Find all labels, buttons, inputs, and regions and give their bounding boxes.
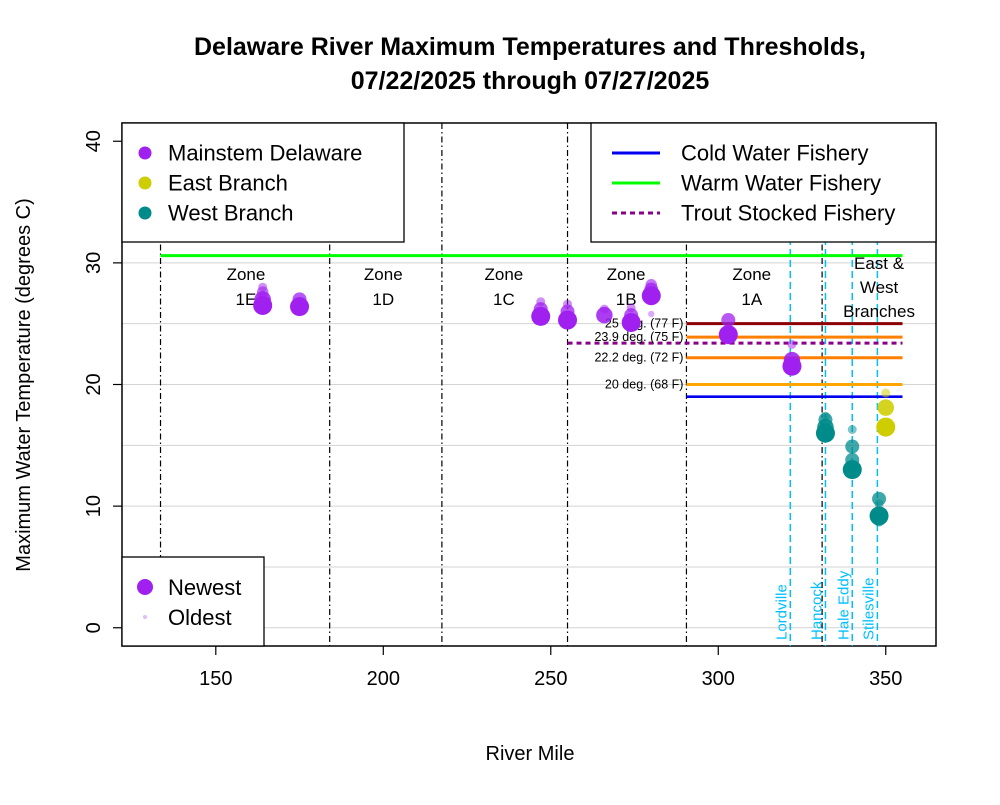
zone-label-line: Zone — [732, 265, 771, 284]
zone-label: East & West Branches — [843, 254, 915, 321]
zone-label-line: Zone — [364, 265, 403, 284]
data-point — [290, 297, 310, 317]
y-tick-label: 30 — [83, 252, 105, 274]
legend-age: Newest Oldest — [121, 556, 265, 647]
data-point — [815, 423, 835, 443]
legend-series: Mainstem Delaware East Branch West Branch — [121, 122, 405, 243]
town-label: Hale Eddy — [835, 570, 852, 640]
zone-label-line: Zone — [227, 265, 266, 284]
data-point — [558, 310, 578, 330]
legend-label: Cold Water Fishery — [681, 141, 868, 166]
data-point — [531, 306, 551, 326]
plot-layer: 150 200 250 300 350 0 10 20 30 40 Lordville Hancock… — [83, 122, 937, 690]
town-label: Stilesville — [860, 577, 877, 640]
zone-label-line: 1A — [741, 290, 762, 309]
y-tick-label: 40 — [83, 130, 105, 152]
data-point — [621, 312, 641, 332]
data-point — [721, 313, 736, 328]
x-axis-label: River Mile — [486, 743, 575, 765]
legend-label: Oldest — [168, 605, 232, 630]
legend-marker — [137, 579, 153, 595]
zone-label: Zone 1D — [364, 265, 403, 309]
data-point — [845, 439, 860, 454]
data-point — [787, 339, 797, 349]
data-point — [847, 425, 857, 435]
y-axis-label: Maximum Water Temperature (degrees C) — [13, 198, 35, 571]
data-point — [718, 325, 738, 345]
data-point — [641, 286, 661, 306]
data-point — [881, 388, 891, 398]
legend-box — [121, 122, 405, 243]
legend-fishery: Cold Water Fishery Warm Water Fishery Trou… — [590, 122, 937, 243]
legend-label: East Branch — [168, 171, 288, 196]
data-point — [596, 306, 613, 324]
x-tick-label: 200 — [367, 668, 400, 690]
y-tick-label: 10 — [83, 495, 105, 517]
town-label: Hancock — [808, 581, 825, 640]
zone-label-line: 1C — [493, 290, 515, 309]
zone-label-line: East & — [854, 254, 905, 273]
x-tick-label: 150 — [199, 668, 232, 690]
data-point — [842, 460, 862, 480]
x-tick-label: 300 — [702, 668, 735, 690]
data-point — [253, 295, 273, 315]
x-tick-label: 250 — [534, 668, 567, 690]
legend-marker — [138, 146, 152, 160]
data-point — [872, 491, 887, 506]
data-point — [877, 399, 895, 416]
data-point — [648, 310, 655, 318]
zone-label: Zone 1C — [485, 265, 524, 309]
chart-subtitle: 07/22/2025 through 07/27/2025 — [351, 67, 710, 95]
x-tick-label: 350 — [869, 668, 902, 690]
legend-label: West Branch — [168, 201, 294, 226]
legend-marker — [143, 615, 147, 619]
legend-label: Trout Stocked Fishery — [681, 201, 895, 226]
data-point — [869, 506, 889, 526]
chart-title: Delaware River Maximum Temperatures and … — [194, 33, 866, 61]
zone-label-line: Zone — [607, 265, 646, 284]
legend-label: Mainstem Delaware — [168, 141, 362, 166]
zone-label-line: 1E — [236, 290, 257, 309]
legend-label: Warm Water Fishery — [681, 171, 881, 196]
temp-threshold-label: 23.9 deg. (75 F) — [594, 330, 683, 344]
town-label: Lordville — [773, 584, 790, 640]
zone-label-line: 1D — [372, 290, 394, 309]
data-point — [782, 356, 802, 376]
zone-label: Zone 1A — [732, 265, 771, 309]
legend-marker — [138, 176, 152, 190]
legend-label: Newest — [168, 575, 241, 600]
zone-label-line: West — [860, 278, 899, 297]
legend-box — [121, 556, 265, 647]
temp-threshold-label: 22.2 deg. (72 F) — [594, 351, 683, 365]
temp-threshold-label: 20 deg. (68 F) — [605, 378, 684, 392]
zone-label: Zone 1B — [607, 265, 646, 309]
zone-label: Zone 1E — [227, 265, 266, 309]
y-tick-label: 20 — [83, 373, 105, 395]
temp-threshold-label: 25 deg. (77 F) — [605, 317, 684, 331]
y-tick-label: 0 — [83, 622, 105, 633]
zone-label-line: Zone — [485, 265, 524, 284]
legend-marker — [138, 206, 152, 220]
zone-label-line: Branches — [843, 302, 915, 321]
data-point — [876, 417, 896, 437]
